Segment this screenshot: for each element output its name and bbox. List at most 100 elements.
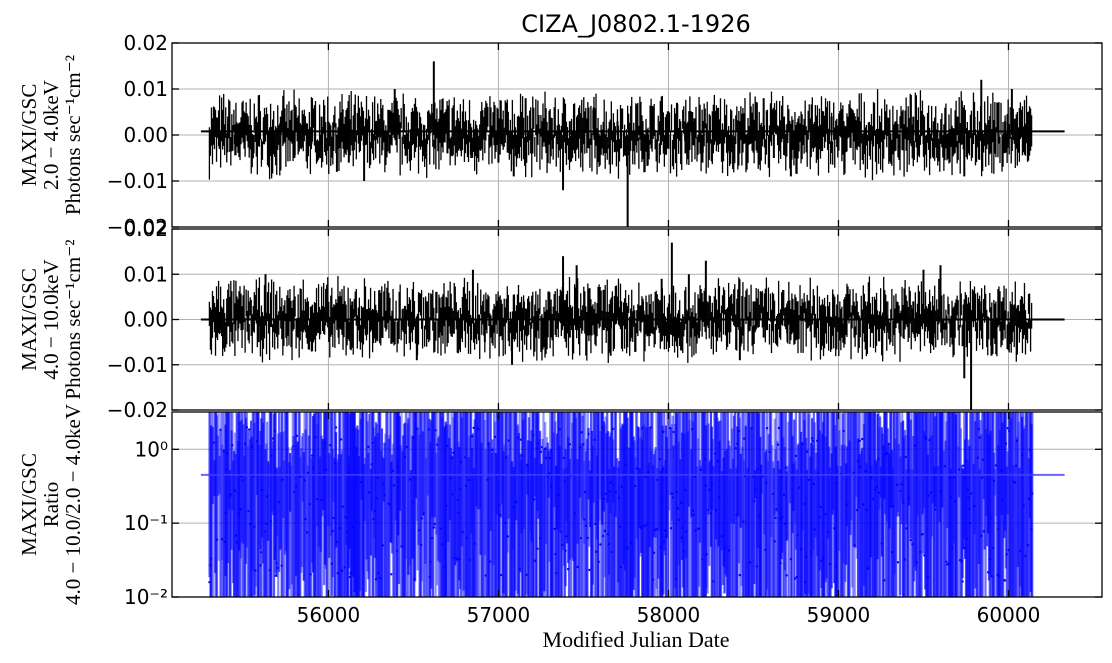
ratio-point [334,426,338,429]
ratio-point [543,447,547,451]
ratio-point [945,560,948,563]
y-tick-label: −0.01 [107,353,168,377]
ratio-point [994,464,997,467]
ratio-point [675,490,679,494]
ratio-point [304,517,307,521]
ratio-point [969,492,973,495]
ratio-point [548,456,551,460]
ratio-point [1004,442,1008,445]
ratio-point [895,483,899,487]
ratio-point [903,558,906,561]
ratio-point [779,562,782,565]
ratio-point [403,455,407,459]
y-axis-label: MAXI/GSC [17,84,41,187]
ratio-point [390,573,393,576]
ratio-point [900,482,903,486]
y-tick-label: 10⁰ [135,437,168,461]
ratio-point [896,561,900,564]
ratio-point [536,547,539,550]
ratio-point [493,435,497,439]
ratio-point [781,516,784,519]
ratio-point [432,526,436,529]
ratio-point [957,468,961,471]
ratio-point [219,428,222,431]
ratio-point [578,446,582,449]
ratio-point [433,522,436,526]
ratio-point [672,430,675,434]
y-tick-label: 10⁻² [124,585,168,609]
y-tick-label: 0.01 [123,262,168,286]
x-tick-label: 58000 [637,603,701,627]
ratio-point [782,493,786,497]
x-axis: 56000 57000 58000 59000 60000 [297,603,1041,627]
ratio-point [776,443,780,446]
ratio-point [904,455,907,459]
ratio-point [901,501,905,504]
ratio-point [292,445,295,448]
ratio-point [270,454,273,457]
ratio-point [588,568,591,572]
ratio-point [990,575,993,578]
ratio-point [658,458,662,461]
ratio-point [248,428,251,431]
y-tick-label: 0.00 [123,308,168,332]
y-axis-label: Photons sec⁻¹cm⁻² [61,239,85,399]
ratio-point [456,498,459,502]
ratio-point [564,549,567,552]
ratio-point [828,562,832,566]
ratio-point [992,479,996,482]
ratio-point [576,565,579,569]
x-tick-label: 59000 [807,603,871,627]
ratio-point [980,534,983,538]
ratio-point [231,444,234,447]
y-axis-label: MAXI/GSC [17,453,41,556]
ratio-point [309,573,312,576]
y-tick-label: 0.00 [123,123,168,147]
ratio-point [699,468,702,472]
ratio-point [608,490,611,493]
ratio-point [670,492,674,495]
y-tick-label: 0.01 [123,77,168,101]
ratio-point [381,544,385,547]
ratio-point [877,457,880,461]
ratio-point [555,571,558,575]
y-tick-label: 0.02 [123,31,168,55]
ratio-point [368,491,371,494]
ratio-point [583,518,586,521]
noise-texture [208,276,1033,363]
ratio-point [663,540,666,543]
ratio-point [264,530,267,533]
ratio-point [614,490,617,494]
ratio-point [691,509,695,513]
ratio-point [340,569,344,572]
ratio-point [280,564,283,567]
ratio-point [652,551,656,555]
ratio-point [499,573,503,577]
ratio-point [484,574,487,577]
ratio-point [738,573,742,577]
ratio-point [742,437,746,440]
ratio-point [734,447,737,450]
ratio-point [883,579,886,582]
ratio-point [818,515,821,519]
ratio-point [742,520,745,523]
x-tick-label: 57000 [467,603,531,627]
plot-area [200,412,1065,597]
ratio-point [250,445,254,448]
ratio-point [1022,504,1025,507]
ratio-point [907,497,911,500]
ratio-point [929,491,933,494]
ratio-point [582,443,585,446]
ratio-point [234,534,237,537]
ratio-bars [208,412,1034,597]
y-tick-label: −0.02 [107,215,168,239]
ratio-point [587,432,590,436]
ratio-point [445,504,448,507]
y-axis-label: Photons sec⁻¹cm⁻² [61,55,85,215]
ratio-point [861,437,864,441]
ratio-point [208,580,211,584]
ratio-point [341,505,345,508]
y-tick-label: −0.01 [107,169,168,193]
